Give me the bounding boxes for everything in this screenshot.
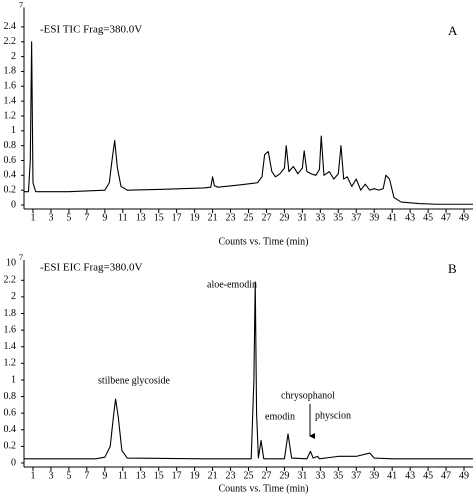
x-tick-label: 5 xyxy=(66,212,71,223)
x-tick-label: 1 xyxy=(30,212,35,223)
peak-annotation: chrysophanol xyxy=(281,390,335,401)
x-tick-label: 33 xyxy=(315,470,325,481)
x-tick-label: 37 xyxy=(351,470,361,481)
x-tick-label: 17 xyxy=(172,212,182,223)
x-tick-label: 29 xyxy=(279,470,289,481)
x-tick-label: 7 xyxy=(84,470,89,481)
y-tick-label: 1 xyxy=(11,374,16,385)
x-tick-label: 35 xyxy=(333,470,343,481)
y-tick-label: 2 xyxy=(11,51,16,62)
y-tick-label: 0.6 xyxy=(4,155,17,166)
x-tick-label: 27 xyxy=(261,470,271,481)
x-tick-label: 21 xyxy=(208,212,218,223)
y-tick-label: 2.2 xyxy=(4,36,17,47)
x-tick-label: 15 xyxy=(154,212,164,223)
y-tick-label: 0 xyxy=(11,199,16,210)
x-tick-label: 43 xyxy=(405,470,415,481)
y-tick-label: 1.2 xyxy=(4,358,17,369)
x-tick-label: 47 xyxy=(441,470,451,481)
x-tick-label: 45 xyxy=(423,470,433,481)
x-axis-label: Counts vs. Time (min) xyxy=(218,236,308,247)
x-tick-label: 43 xyxy=(405,212,415,223)
y-tick-label: 0.4 xyxy=(4,424,17,435)
y-tick-label: 1.4 xyxy=(4,95,17,106)
x-tick-label: 35 xyxy=(333,212,343,223)
x-tick-label: 27 xyxy=(261,212,271,223)
y-multiplier-exponent: 7 xyxy=(19,0,23,9)
x-tick-label: 47 xyxy=(441,212,451,223)
y-tick-label: 2 xyxy=(11,291,16,302)
x-tick-label: 9 xyxy=(102,212,107,223)
x-tick-label: 7 xyxy=(84,212,89,223)
panel-title: -ESI EIC Frag=380.0V xyxy=(40,262,142,274)
y-tick-label: 1.2 xyxy=(4,110,17,121)
y-tick-label: 0.8 xyxy=(4,391,17,402)
peak-annotation: physcion xyxy=(315,410,351,421)
peak-annotation: emodin xyxy=(265,411,295,422)
x-tick-label: 39 xyxy=(369,470,379,481)
x-tick-label: 33 xyxy=(315,212,325,223)
x-tick-label: 15 xyxy=(154,470,164,481)
x-tick-label: 5 xyxy=(66,470,71,481)
y-tick-label: 0 xyxy=(11,457,16,468)
y-tick-label: 0.2 xyxy=(4,184,17,195)
x-tick-label: 3 xyxy=(48,470,53,481)
y-tick-label: 0.6 xyxy=(4,407,17,418)
y-tick-label: 0.2 xyxy=(4,441,17,452)
x-axis-label: Counts vs. Time (min) xyxy=(218,483,308,494)
x-tick-label: 25 xyxy=(244,212,254,223)
panel-label: A xyxy=(448,23,458,38)
y-tick-label: 1 xyxy=(11,125,16,136)
peak-annotation: aloe-emodin xyxy=(207,279,257,290)
x-tick-label: 21 xyxy=(208,470,218,481)
x-tick-label: 45 xyxy=(423,212,433,223)
x-tick-label: 25 xyxy=(244,470,254,481)
x-tick-label: 19 xyxy=(190,212,200,223)
trace xyxy=(24,281,473,460)
x-tick-label: 41 xyxy=(387,212,397,223)
y-tick-label: 1.6 xyxy=(4,81,17,92)
y-tick-label: 2.2 xyxy=(4,275,17,286)
y-tick-label: 1.4 xyxy=(4,341,17,352)
panel-title: -ESI TIC Frag=380.0V xyxy=(40,24,142,36)
x-tick-label: 13 xyxy=(136,470,146,481)
x-tick-label: 11 xyxy=(118,470,128,481)
x-tick-label: 49 xyxy=(459,470,469,481)
x-tick-label: 9 xyxy=(102,470,107,481)
x-tick-label: 19 xyxy=(190,470,200,481)
x-tick-label: 3 xyxy=(48,212,53,223)
y-tick-label: 2.4 xyxy=(4,21,17,32)
y-tick-label: 1.8 xyxy=(4,308,17,319)
y-tick-label: 0.4 xyxy=(4,170,17,181)
x-tick-label: 13 xyxy=(136,212,146,223)
x-tick-label: 29 xyxy=(279,212,289,223)
y-multiplier-exponent: 7 xyxy=(19,253,23,262)
x-tick-label: 11 xyxy=(118,212,128,223)
y-tick-label: 1.8 xyxy=(4,66,17,77)
x-tick-label: 31 xyxy=(297,212,307,223)
x-tick-label: 23 xyxy=(226,470,236,481)
x-tick-label: 17 xyxy=(172,470,182,481)
trace xyxy=(24,41,473,205)
x-tick-label: 31 xyxy=(297,470,307,481)
y-tick-label: 1.6 xyxy=(4,324,17,335)
peak-annotation: stilbene glycoside xyxy=(98,375,170,386)
x-tick-label: 39 xyxy=(369,212,379,223)
x-tick-label: 1 xyxy=(30,470,35,481)
x-tick-label: 23 xyxy=(226,212,236,223)
panel-label: B xyxy=(448,261,457,276)
x-tick-label: 49 xyxy=(459,212,469,223)
x-tick-label: 37 xyxy=(351,212,361,223)
x-tick-label: 41 xyxy=(387,470,397,481)
y-multiplier-base: 10 xyxy=(6,257,16,268)
y-tick-label: 0.8 xyxy=(4,140,17,151)
